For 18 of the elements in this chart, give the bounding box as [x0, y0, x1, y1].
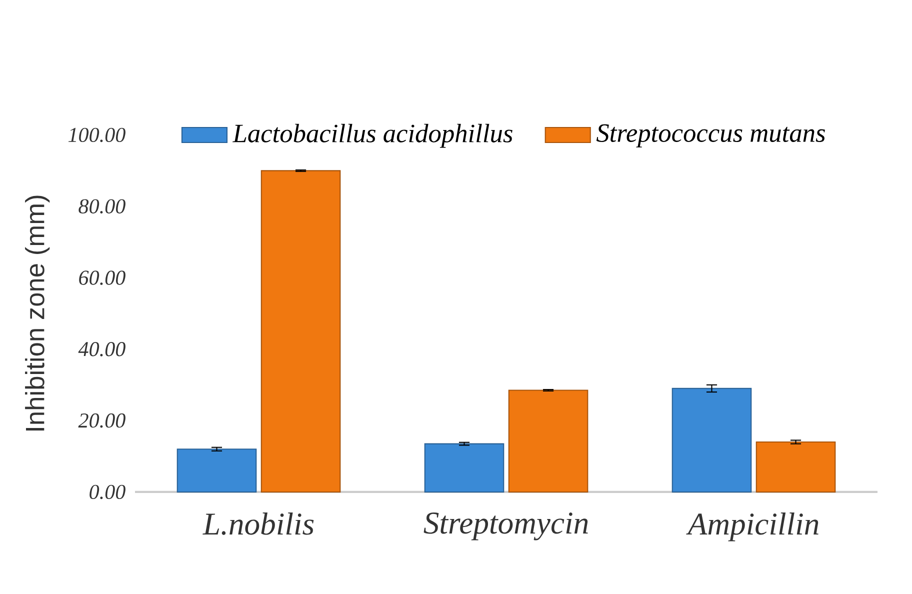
x-tick-label: Streptomycin — [424, 512, 588, 540]
bar — [508, 390, 588, 493]
bar — [424, 443, 504, 493]
x-tick-label: Ampicillin — [686, 512, 818, 542]
y-axis-title: Inhibition zone (mm) — [25, 196, 50, 430]
x-tick-label: L.nobilis — [202, 512, 314, 535]
bar — [672, 388, 752, 493]
y-tick-label: 40.00 — [78, 342, 126, 356]
y-tick-label: 0.00 — [90, 484, 126, 500]
y-tick-label: 60.00 — [79, 270, 126, 285]
bar — [756, 441, 836, 493]
bar — [260, 170, 341, 493]
y-tick-label: 100.00 — [68, 128, 126, 142]
y-tick-label: 20.00 — [78, 413, 126, 428]
bar — [176, 448, 257, 493]
legend-label: Lactobacillus acidophillus — [232, 124, 512, 148]
legend-label: Streptococcus mutans — [596, 124, 825, 148]
y-tick-label: 80.00 — [78, 199, 126, 214]
